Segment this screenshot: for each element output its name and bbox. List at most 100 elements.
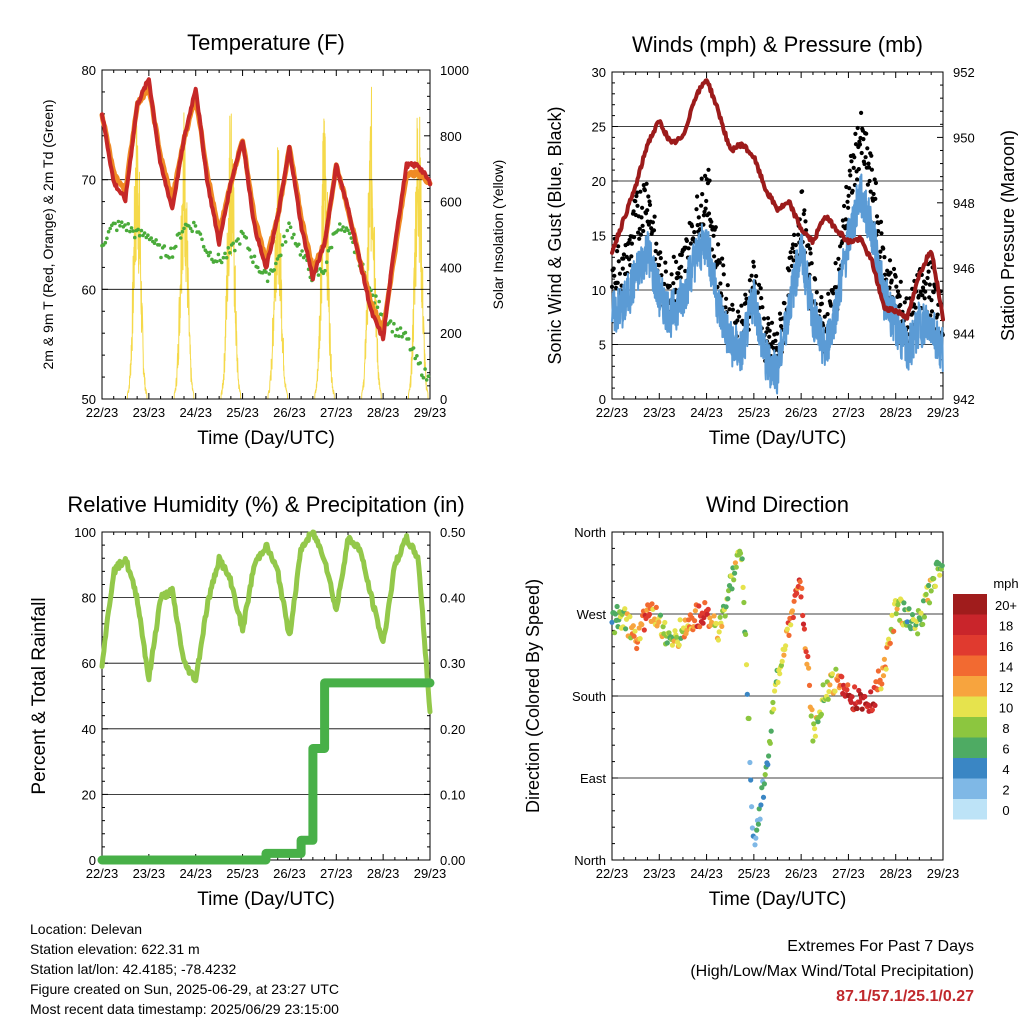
direction-point <box>674 634 680 640</box>
precipitation-line <box>97 678 435 865</box>
gust-point <box>782 301 787 306</box>
direction-point <box>743 631 749 638</box>
dewpoint-point <box>349 236 354 240</box>
dewpoint-point <box>374 294 378 298</box>
direction-point <box>786 632 792 639</box>
gust-point <box>676 271 681 276</box>
direction-point <box>781 652 787 658</box>
dewpoint-point <box>341 225 345 229</box>
station-info: Location: Delevan Station elevation: 622… <box>30 919 339 1019</box>
gust-point <box>611 266 616 271</box>
dewpoint-point <box>338 222 342 226</box>
dewpoint-point <box>180 229 185 234</box>
wind-direction-chart: 22/23 23/23 24/23 25/23 26/23 27/23 28/23 29/23… <box>523 492 1019 910</box>
winds-y-tick-label: 10 <box>592 283 606 298</box>
dewpoint-point <box>105 236 109 241</box>
gust-point <box>885 268 890 273</box>
gust-point <box>789 255 794 260</box>
colorbar-swatch <box>953 778 987 799</box>
temp-2m-line <box>100 77 432 342</box>
direction-point <box>921 614 928 620</box>
gust-point <box>704 198 709 204</box>
dewpoint-point <box>223 251 227 256</box>
temperature-x-tick-label: 26/23 <box>273 405 306 420</box>
direction-point <box>770 699 776 706</box>
gust-point <box>644 181 649 186</box>
direction-point <box>918 610 924 616</box>
gust-point <box>894 284 899 289</box>
direction-point <box>729 586 735 592</box>
direction-point <box>856 687 862 694</box>
direction-point <box>825 696 831 702</box>
dewpoint-point <box>137 233 142 238</box>
wind-speed-line <box>611 173 944 395</box>
dewpoint-point <box>200 237 204 242</box>
gust-point <box>634 194 639 199</box>
gust-point <box>631 209 636 214</box>
data-timestamp: Most recent data timestamp: 2025/06/29 2… <box>30 1001 339 1017</box>
gust-point <box>621 252 627 257</box>
humidity-y2-tick-label: 0.10 <box>440 787 465 802</box>
gust-point <box>716 242 721 247</box>
direction-point <box>783 643 789 649</box>
gust-point <box>706 167 711 172</box>
gust-point <box>923 289 928 294</box>
direction-point <box>612 630 618 636</box>
temperature-x-tick-label: 25/23 <box>226 405 259 420</box>
gust-point <box>855 177 860 182</box>
dewpoint-point <box>206 253 211 258</box>
gust-point <box>683 268 688 274</box>
colorbar-label: 14 <box>999 660 1013 675</box>
gust-point <box>645 208 650 213</box>
direction-point <box>632 628 638 634</box>
gust-point <box>695 194 700 199</box>
wind-direction-x-tick-label: 27/23 <box>832 866 865 881</box>
gust-point <box>751 264 757 269</box>
dewpoint-point <box>129 226 134 230</box>
direction-point <box>754 827 760 833</box>
direction-point <box>806 665 812 671</box>
gust-point <box>653 249 658 254</box>
direction-point <box>909 612 916 618</box>
station-location: Location: Delevan <box>30 921 143 937</box>
direction-point <box>809 707 815 713</box>
gust-point <box>869 153 874 158</box>
direction-point <box>917 617 923 623</box>
gust-point <box>786 268 792 273</box>
gust-point <box>819 295 824 300</box>
dewpoint-point <box>290 236 295 240</box>
gust-point <box>807 246 813 251</box>
station-elevation: Station elevation: 622.31 m <box>30 941 200 957</box>
gust-point <box>617 271 623 276</box>
wind-direction-title: Wind Direction <box>706 492 849 517</box>
dewpoint-point <box>146 233 150 237</box>
temperature-x-tick-label: 24/23 <box>179 405 212 420</box>
speed-colorbar: mph 20+ 18 16 14 12 10 8 6 4 2 0 <box>953 576 1019 820</box>
gust-point <box>893 274 898 279</box>
humidity-y2-tick-label: 0.50 <box>440 525 465 540</box>
direction-point <box>844 687 850 693</box>
gust-point <box>935 312 940 317</box>
direction-point <box>810 738 816 744</box>
direction-point <box>701 615 707 621</box>
colorbar-title: mph <box>993 576 1018 591</box>
gust-point <box>863 155 868 160</box>
gust-point <box>767 328 772 333</box>
direction-point <box>722 613 728 619</box>
dewpoint-point <box>292 232 296 237</box>
dewpoint-point <box>182 226 186 231</box>
gust-point <box>929 309 935 314</box>
gust-point <box>702 209 707 214</box>
direction-point <box>725 596 731 602</box>
dewpoint-point <box>403 330 408 335</box>
gust-point <box>740 318 745 323</box>
direction-point <box>879 681 885 687</box>
gust-point <box>626 257 632 262</box>
gust-point <box>766 321 771 327</box>
gust-point <box>859 110 864 115</box>
gust-point <box>856 167 861 172</box>
gust-point <box>686 246 691 251</box>
dewpoint-point <box>424 378 429 382</box>
gust-point <box>760 305 765 310</box>
dewpoint-point <box>395 327 400 332</box>
